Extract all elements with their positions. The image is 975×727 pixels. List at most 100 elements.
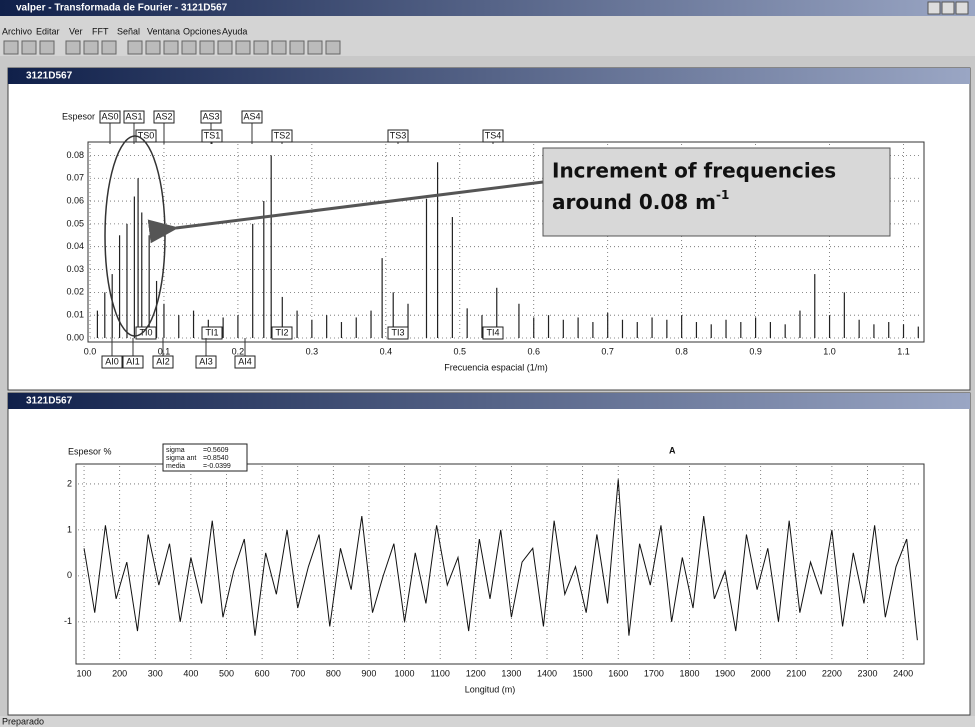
toolbar-button[interactable] — [163, 40, 179, 55]
toolbar-button[interactable] — [199, 40, 215, 55]
marker-box — [271, 129, 293, 143]
x-tick-label: 1300 — [501, 668, 521, 678]
y-axis-label: Espesor % — [68, 446, 112, 456]
y-tick-label: 0.06 — [66, 195, 84, 205]
toolbar-button[interactable] — [253, 40, 269, 55]
toolbar-button[interactable] — [289, 40, 305, 55]
x-tick-label: 0.2 — [232, 346, 245, 356]
annotation-box — [542, 147, 891, 237]
y-tick-label: 0.03 — [66, 264, 84, 274]
plot-area — [75, 463, 925, 665]
x-tick-label: 0.5 — [454, 346, 467, 356]
menu-item[interactable]: Ventana — [147, 26, 180, 36]
x-tick-label: 1500 — [573, 668, 593, 678]
toolbar-button[interactable] — [325, 40, 341, 55]
x-tick-label: 0.3 — [306, 346, 319, 356]
toolbar-button[interactable] — [39, 40, 55, 55]
x-axis-label: Longitud (m) — [465, 684, 516, 694]
annotation-text: Increment of frequencies — [552, 159, 836, 183]
menu-item[interactable]: Ayuda — [222, 26, 247, 36]
toolbar-button[interactable] — [101, 40, 117, 55]
marker-label: TS4 — [485, 130, 502, 140]
toolbar-button[interactable] — [271, 40, 287, 55]
menu-item[interactable]: Archivo — [2, 26, 32, 36]
x-axis-label: Frecuencia espacial (1/m) — [444, 362, 548, 372]
minimize-button[interactable] — [927, 1, 941, 15]
menu-item[interactable]: Ver — [69, 26, 83, 36]
x-tick-label: 900 — [361, 668, 376, 678]
window-title: valper - Transformada de Fourier - 3121D… — [16, 3, 228, 14]
menu-item[interactable]: FFT — [92, 26, 109, 36]
x-tick-label: 1900 — [715, 668, 735, 678]
y-tick-label: 2 — [67, 478, 72, 488]
x-tick-label: 1600 — [608, 668, 628, 678]
marker-label: TI2 — [275, 327, 288, 337]
toolbar-button[interactable] — [181, 40, 197, 55]
x-tick-label: 0.7 — [601, 346, 614, 356]
status-text: Preparado — [2, 716, 44, 726]
x-tick-label: 2000 — [751, 668, 771, 678]
plot-area — [87, 141, 925, 343]
signal-line — [83, 479, 918, 641]
marker-box — [201, 129, 223, 143]
x-tick-label: 200 — [112, 668, 127, 678]
toolbar-button[interactable] — [83, 40, 99, 55]
marker-label: TI4 — [486, 327, 499, 337]
marker-box — [122, 355, 144, 369]
maximize-button[interactable] — [941, 1, 955, 15]
marker-box — [135, 326, 157, 340]
menu-item[interactable]: Señal — [117, 26, 140, 36]
marker-box — [195, 355, 217, 369]
marker-box — [99, 110, 121, 124]
x-tick-label: 2100 — [786, 668, 806, 678]
marker-box — [153, 110, 175, 124]
marker-label: AS2 — [155, 111, 172, 121]
x-tick-label: 0.9 — [749, 346, 762, 356]
x-tick-label: 2300 — [857, 668, 877, 678]
y-tick-label: 0.01 — [66, 310, 84, 320]
y-tick-label: -1 — [64, 616, 72, 626]
marker-box — [123, 110, 145, 124]
x-tick-label: 1200 — [466, 668, 486, 678]
toolbar-button[interactable] — [3, 40, 19, 55]
marker-label: AI0 — [105, 356, 119, 366]
marker-label: AS3 — [202, 111, 219, 121]
toolbar-button[interactable] — [127, 40, 143, 55]
marker-label: TI0 — [139, 327, 152, 337]
x-tick-label: 1400 — [537, 668, 557, 678]
y-axis-label: Espesor — [62, 111, 95, 121]
x-tick-label: 2200 — [822, 668, 842, 678]
marker-box — [101, 355, 123, 369]
marker-box — [387, 326, 409, 340]
marker-label: TI3 — [391, 327, 404, 337]
x-tick-label: 0.0 — [84, 346, 97, 356]
menu-item[interactable]: Opciones — [183, 26, 222, 36]
marker-box — [387, 129, 409, 143]
marker-label: AI4 — [238, 356, 252, 366]
toolbar-button[interactable] — [217, 40, 233, 55]
marker-label: TS0 — [138, 130, 155, 140]
y-tick-label: 1 — [67, 524, 72, 534]
y-tick-label: 0.04 — [66, 241, 84, 251]
stat-label: media — [166, 463, 185, 470]
superscript: -1 — [716, 188, 729, 202]
toolbar-button[interactable] — [145, 40, 161, 55]
marker-label: TI1 — [205, 327, 218, 337]
x-tick-label: 1700 — [644, 668, 664, 678]
toolbar-button[interactable] — [65, 40, 81, 55]
marker-label: AI3 — [199, 356, 213, 366]
close-button[interactable] — [955, 1, 969, 15]
marker-label: AS4 — [243, 111, 260, 121]
x-tick-label: 100 — [77, 668, 92, 678]
marker-label: AI1 — [126, 356, 140, 366]
stat-value: =0.8540 — [203, 455, 229, 462]
toolbar-button[interactable] — [21, 40, 37, 55]
menu-item[interactable]: Editar — [36, 26, 60, 36]
marker-box — [201, 326, 223, 340]
toolbar-button[interactable] — [307, 40, 323, 55]
x-tick-label: 1.1 — [897, 346, 910, 356]
x-tick-label: 0.1 — [158, 346, 171, 356]
toolbar-button[interactable] — [235, 40, 251, 55]
y-tick-label: 0.02 — [66, 287, 84, 297]
